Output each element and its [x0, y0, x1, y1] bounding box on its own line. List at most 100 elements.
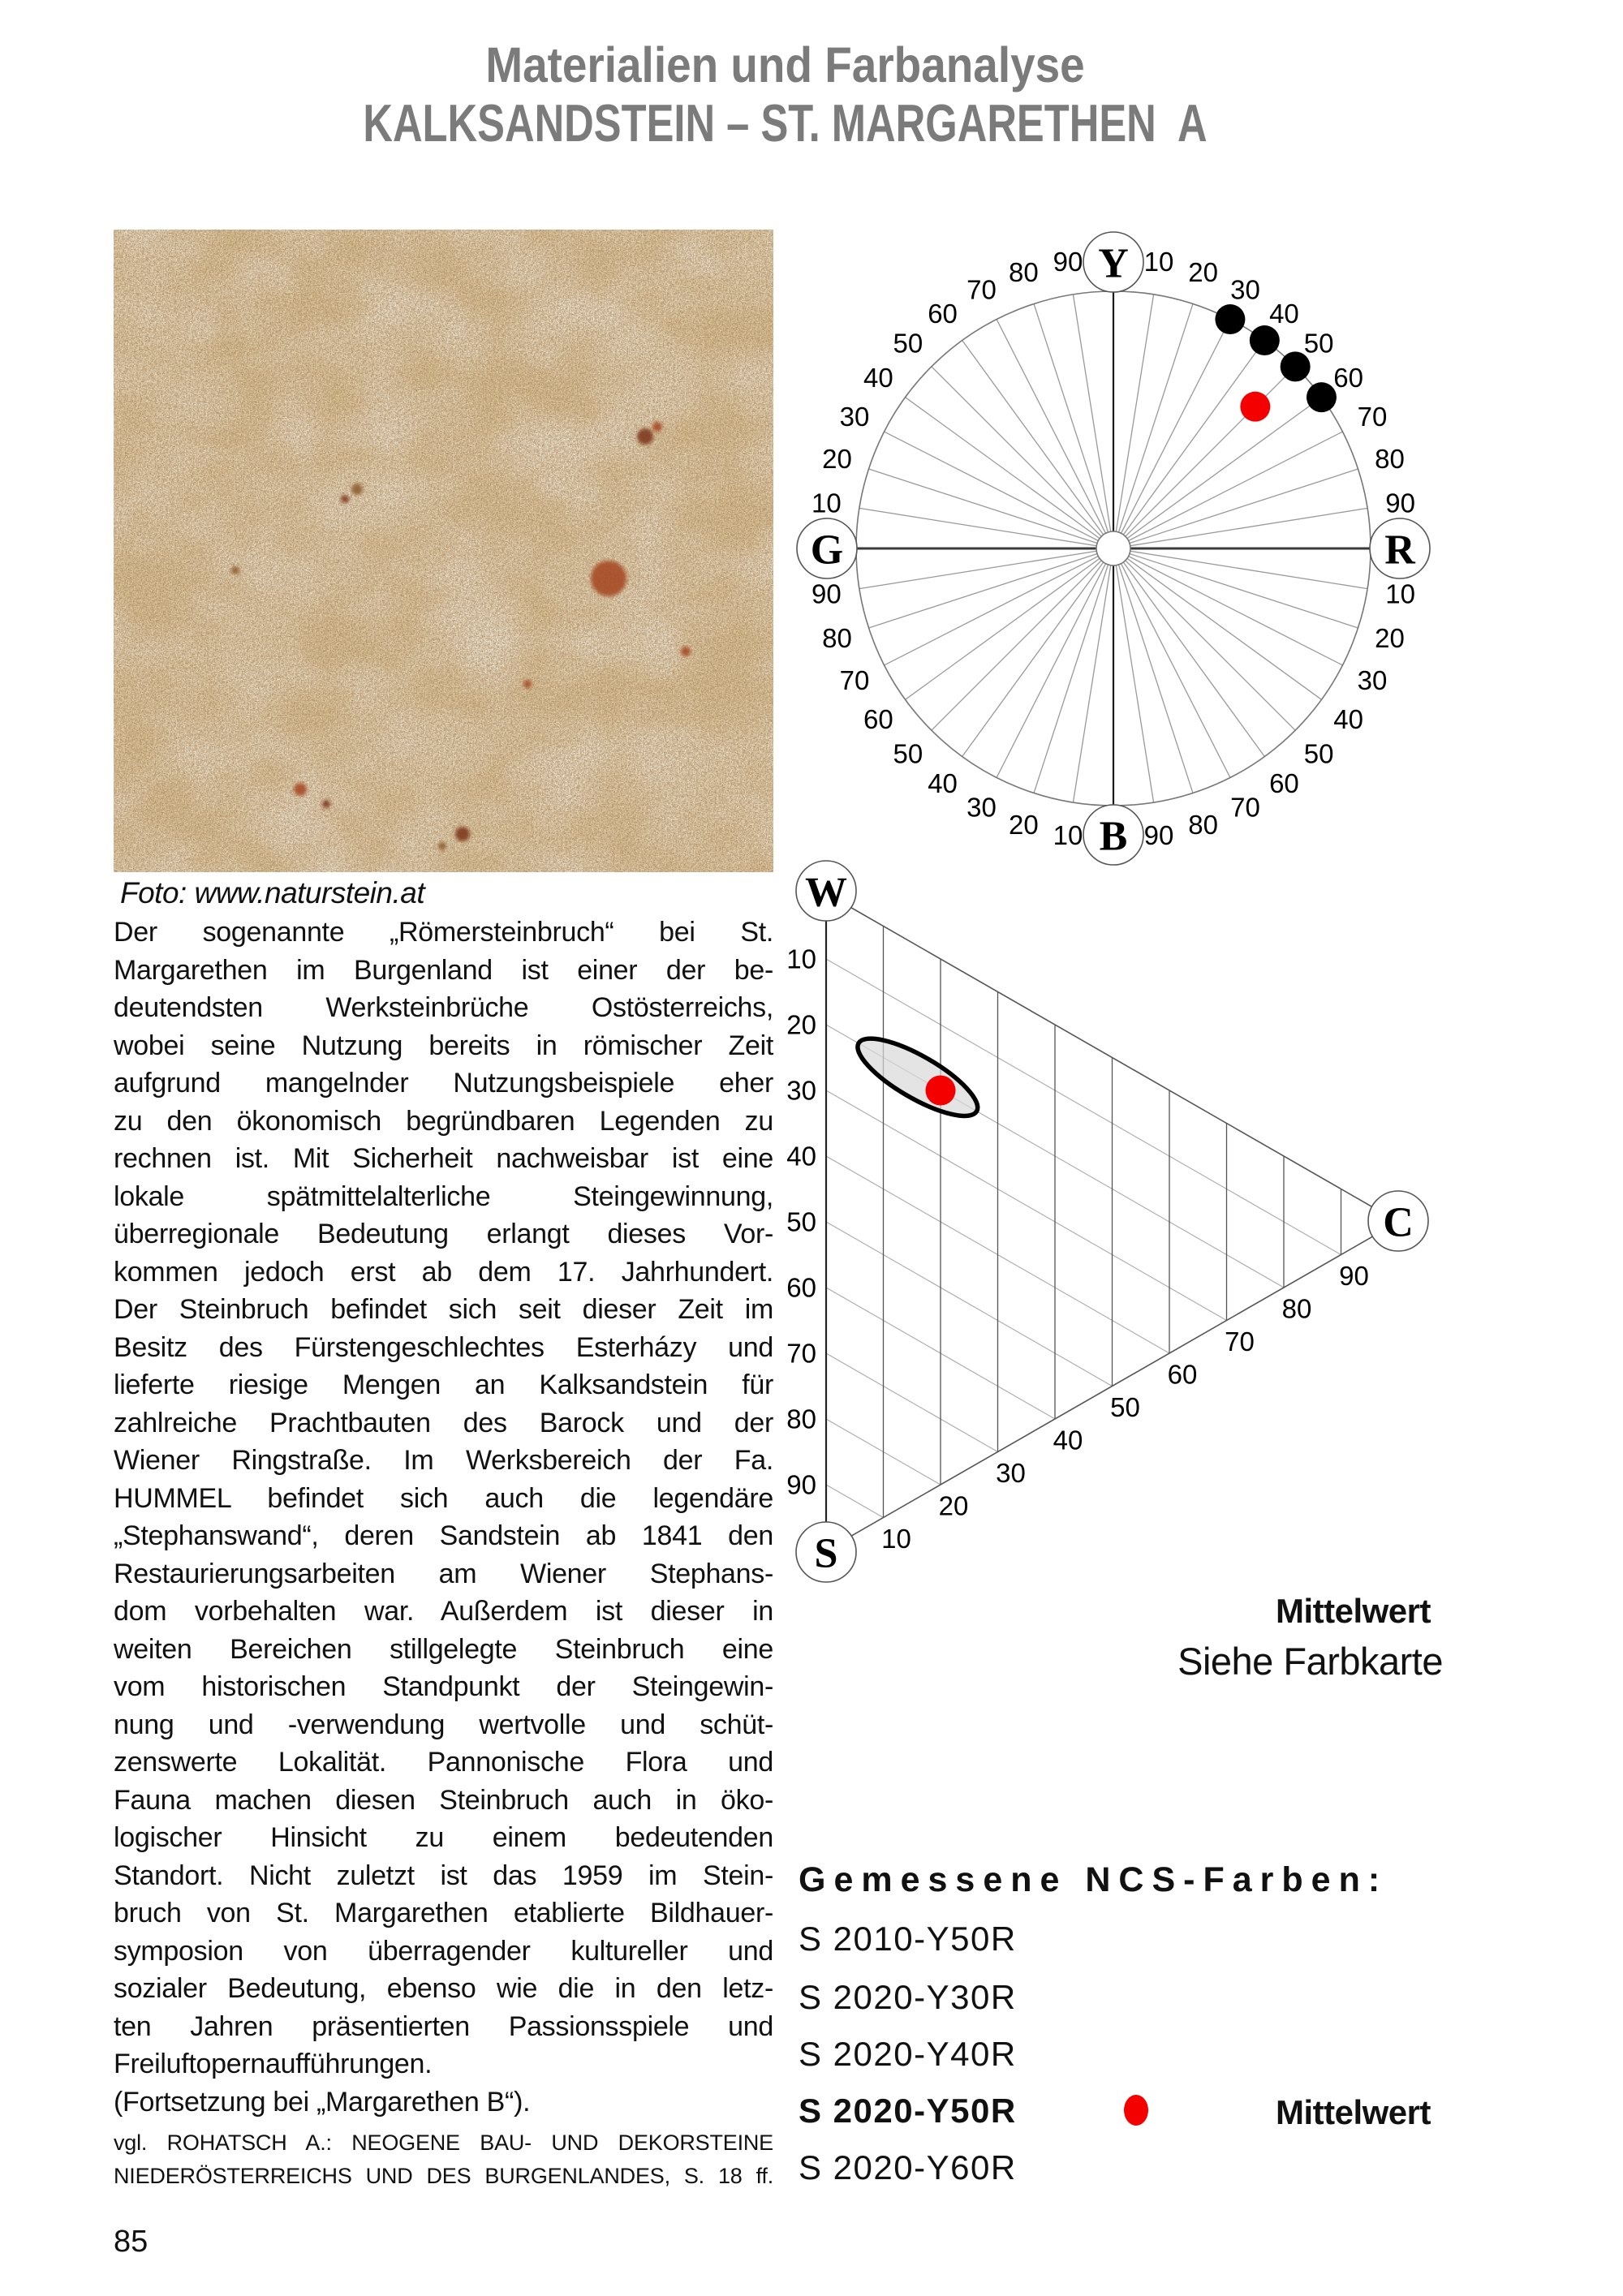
hue-spoke — [1126, 397, 1322, 540]
text-line: Fauna machen diesen Steinbruch auch in ö… — [114, 1784, 773, 1816]
blackness-gridline — [825, 1352, 998, 1452]
reference-note: vgl. ROHATSCH A.: NEOGENE BAU- UND DEKOR… — [114, 2126, 773, 2192]
text-line: lieferte riesige Mengen an Kalksandstein… — [114, 1369, 773, 1400]
hue-tick-label: 40 — [1333, 704, 1363, 734]
hue-tick-label: 10 — [1053, 820, 1083, 850]
hue-spoke — [1115, 294, 1155, 532]
hue-spoke — [884, 431, 1099, 542]
text-line: zahlreiche Prachtbauten des Barock und d… — [114, 1407, 773, 1438]
hue-tick-label: 20 — [822, 444, 852, 474]
blackness-gridline — [825, 1484, 884, 1518]
hue-tick-label: 70 — [840, 665, 870, 695]
hue-tick-label: 30 — [1358, 665, 1388, 695]
measured-hue-dot — [1280, 351, 1311, 382]
text-line: wobei seine Nutzung bereits in römischer… — [114, 1030, 773, 1061]
cardinal-circle — [1083, 231, 1144, 293]
hue-spoke — [996, 319, 1107, 534]
stone-dark-spot — [637, 428, 653, 445]
mean-hue-dot — [1240, 391, 1271, 422]
hue-spoke — [1125, 560, 1296, 731]
blackness-tick-label: 20 — [786, 1010, 816, 1040]
text-line: kommen jedoch erst ab dem 17. Jahrhunder… — [114, 1256, 773, 1288]
text-line: nung und -verwendung wertvolle und schüt… — [114, 1709, 773, 1740]
measured-hue-dot — [1249, 325, 1280, 356]
hue-tick-label: 40 — [928, 768, 958, 798]
hue-tick-label: 70 — [1358, 402, 1388, 432]
hue-tick-label: 80 — [1188, 810, 1218, 840]
text-line: Besitz des Fürstengeschlechtes Esterházy… — [114, 1331, 773, 1363]
text-line: Wiener Ringstraße. Im Werksbereich der F… — [114, 1445, 773, 1476]
edge-S-C — [825, 1221, 1399, 1551]
corner-letter: W — [805, 870, 847, 916]
hue-spoke — [1129, 553, 1358, 629]
stone-dark-spot — [438, 842, 446, 850]
text-line: überregionale Bedeutung erlangt dieses V… — [114, 1219, 773, 1249]
mittelwert-row-label: Mittelwert — [1275, 2093, 1431, 2131]
text-line: bruch von St. Margarethen etablierte Bil… — [114, 1898, 773, 1928]
hue-tick-label: 50 — [1304, 739, 1334, 769]
ncs-color-item: S 2020-Y60R — [799, 2148, 1017, 2186]
hue-spoke — [905, 557, 1100, 700]
text-line: Freiluftopernaufführungen. — [114, 2049, 433, 2079]
hue-spoke — [931, 560, 1102, 731]
corner-circle — [795, 860, 857, 922]
hue-tick-label: 60 — [1333, 363, 1363, 393]
chromaticness-tick-label: 60 — [1168, 1360, 1198, 1390]
text-line: Margarethen im Burgenland ist einer der … — [114, 954, 773, 986]
text-line: weiten Bereichen stillgelegte Steinbruch… — [114, 1633, 773, 1665]
text-line: „Stephanswand“, deren Sandstein ab 1841 … — [114, 1520, 773, 1551]
hue-tick-label: 40 — [863, 363, 893, 393]
text-line: aufgrund mangelnder Nutzungsbeispiele eh… — [114, 1068, 773, 1099]
hue-tick-label: 40 — [1269, 299, 1299, 329]
hue-spoke — [1130, 550, 1368, 590]
corner-letter: S — [815, 1531, 838, 1577]
text-line: zu den ökonomisch begründbaren Legenden … — [114, 1105, 773, 1137]
hue-spoke — [996, 563, 1107, 778]
hue-tick-label: 50 — [893, 328, 923, 358]
stone-dark-spot — [523, 680, 532, 688]
hue-tick-label: 50 — [893, 739, 923, 769]
hue-circle-hub — [1096, 531, 1131, 566]
hue-tick-label: 30 — [966, 792, 997, 822]
text-line: Der sogenannte „Römersteinbruch“ bei St. — [114, 917, 773, 948]
ncs-heading: Gemessene NCS-Farben: — [799, 1860, 1388, 1899]
text-line: (Fortsetzung bei „Margarethen B“). — [114, 2086, 531, 2118]
hue-tick-label: 60 — [1269, 768, 1299, 798]
hue-tick-label: 20 — [1009, 810, 1039, 840]
hue-spoke — [1117, 564, 1194, 793]
stone-dark-spot — [231, 566, 239, 574]
hue-spoke — [1129, 468, 1358, 544]
photo-caption: Foto: www.naturstein.at — [120, 876, 425, 909]
hue-spoke — [1033, 303, 1109, 533]
stone-dark-spot — [294, 783, 307, 796]
chromaticness-tick-label: 20 — [939, 1491, 969, 1521]
blackness-gridline — [825, 1090, 1227, 1321]
hue-tick-label: 30 — [1230, 275, 1260, 305]
hue-tick-label: 90 — [812, 579, 842, 609]
note-line: NIEDERÖSTERREICHS UND DES BURGENLANDES, … — [114, 2163, 773, 2188]
siehe-farbkarte-label: Siehe Farbkarte — [1177, 1640, 1443, 1683]
hue-tick-label: 80 — [1375, 444, 1405, 474]
text-line: symposion von überragender kultureller u… — [114, 1935, 773, 1967]
hue-spoke — [859, 550, 1097, 590]
cardinal-letter: G — [811, 527, 843, 574]
text-line: dom vorbehalten war. Außerdem ist dieser… — [114, 1596, 773, 1627]
hue-spoke — [1033, 564, 1109, 793]
blackness-gridline — [825, 958, 1341, 1255]
blackness-tick-label: 30 — [786, 1076, 816, 1106]
blackness-tick-label: 90 — [786, 1470, 816, 1500]
hue-tick-label: 70 — [966, 275, 997, 305]
hue-spoke — [1072, 294, 1112, 532]
hue-spoke — [1120, 563, 1231, 778]
text-line: rechnen ist. Mit Sicherheit nachweisbar … — [114, 1143, 773, 1174]
blackness-tick-label: 70 — [786, 1339, 816, 1369]
corner-circle — [1367, 1190, 1429, 1252]
hue-spoke — [884, 555, 1099, 666]
article-text: Der sogenannte „Römersteinbruch“ bei St.… — [114, 914, 773, 2121]
cardinal-circle — [796, 518, 858, 579]
hue-tick-label: 10 — [1144, 247, 1174, 277]
cardinal-circle — [1369, 518, 1431, 579]
hue-tick-label: 90 — [1385, 488, 1415, 518]
hue-tick-label: 80 — [822, 623, 852, 653]
